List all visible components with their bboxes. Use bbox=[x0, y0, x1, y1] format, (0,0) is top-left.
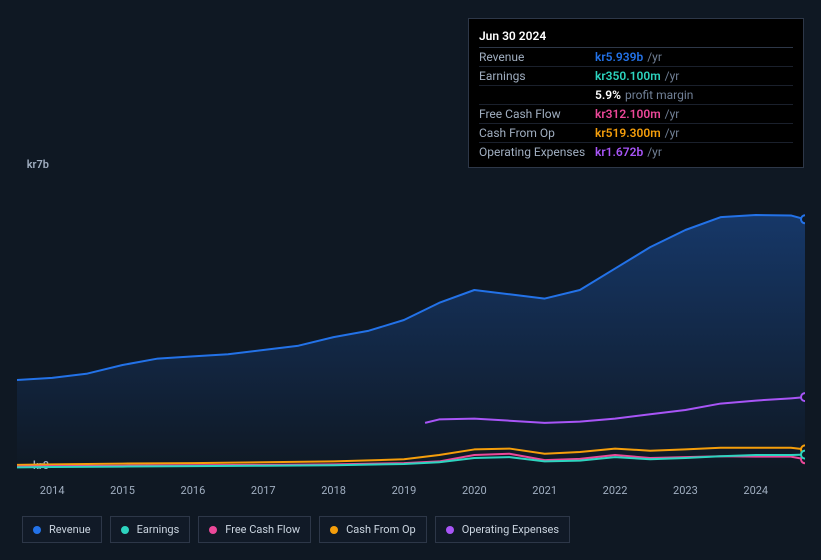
x-tick: 2014 bbox=[40, 484, 65, 497]
x-tick: 2018 bbox=[321, 484, 346, 497]
legend-item-earnings[interactable]: Earnings bbox=[110, 516, 191, 543]
tooltip-row-value: kr350.100m bbox=[595, 69, 661, 83]
x-tick: 2017 bbox=[251, 484, 276, 497]
legend-dot-icon bbox=[209, 526, 217, 534]
legend-dot-icon bbox=[330, 526, 338, 534]
legend-item-free-cash-flow[interactable]: Free Cash Flow bbox=[198, 516, 311, 543]
x-tick: 2021 bbox=[532, 484, 557, 497]
tooltip-row-value: 5.9% bbox=[595, 88, 621, 102]
x-tick: 2016 bbox=[181, 484, 206, 497]
tooltip-row-label: Free Cash Flow bbox=[479, 107, 595, 121]
chart-plot[interactable] bbox=[17, 170, 805, 470]
legend-label: Operating Expenses bbox=[462, 523, 559, 536]
endpoint-earnings bbox=[801, 451, 805, 459]
x-axis: 2014 2015 2016 2017 2018 2019 2020 2021 2022 2023… bbox=[17, 480, 805, 500]
legend-label: Revenue bbox=[49, 523, 91, 536]
x-tick: 2022 bbox=[603, 484, 628, 497]
tooltip-row: Free Cash Flowkr312.100m/yr bbox=[479, 105, 793, 124]
legend-dot-icon bbox=[446, 526, 454, 534]
tooltip-row: Operating Expenseskr1.672b/yr bbox=[479, 143, 793, 161]
tooltip-row-unit: /yr bbox=[647, 145, 662, 159]
endpoint-revenue bbox=[801, 215, 805, 223]
tooltip-row-label: Earnings bbox=[479, 69, 595, 83]
x-tick: 2023 bbox=[673, 484, 698, 497]
legend-item-cash-from-op[interactable]: Cash From Op bbox=[319, 516, 427, 543]
tooltip-row-label: Operating Expenses bbox=[479, 145, 595, 159]
tooltip-row: Earningskr350.100m/yr bbox=[479, 67, 793, 86]
tooltip-row-label: Cash From Op bbox=[479, 126, 595, 140]
tooltip-row-unit: /yr bbox=[665, 126, 680, 140]
x-tick: 2015 bbox=[110, 484, 135, 497]
tooltip-row-label bbox=[479, 88, 595, 102]
x-tick: 2020 bbox=[462, 484, 487, 497]
legend-label: Earnings bbox=[137, 523, 180, 536]
legend-item-revenue[interactable]: Revenue bbox=[22, 516, 102, 543]
tooltip-row-value: kr519.300m bbox=[595, 126, 661, 140]
chart-area: kr7b kr0 bbox=[17, 158, 805, 488]
area-revenue bbox=[17, 215, 805, 470]
tooltip-title: Jun 30 2024 bbox=[479, 25, 793, 48]
legend-item-operating-expenses[interactable]: Operating Expenses bbox=[435, 516, 570, 543]
tooltip-row-value: kr1.672b bbox=[595, 145, 643, 159]
legend-dot-icon bbox=[121, 526, 129, 534]
endpoint-operating-expenses bbox=[801, 393, 805, 401]
legend-label: Free Cash Flow bbox=[225, 523, 300, 536]
tooltip-row: Cash From Opkr519.300m/yr bbox=[479, 124, 793, 143]
tooltip-row: Revenuekr5.939b/yr bbox=[479, 48, 793, 67]
tooltip-row-unit: /yr bbox=[665, 107, 680, 121]
tooltip-row-label: Revenue bbox=[479, 50, 595, 64]
x-tick: 2024 bbox=[743, 484, 768, 497]
chart-tooltip: Jun 30 2024 Revenuekr5.939b/yrEarningskr… bbox=[468, 18, 804, 168]
tooltip-row-unit: /yr bbox=[665, 69, 680, 83]
legend-dot-icon bbox=[33, 526, 41, 534]
tooltip-row: 5.9% profit margin bbox=[479, 86, 793, 105]
tooltip-row-value: kr5.939b bbox=[595, 50, 643, 64]
x-tick: 2019 bbox=[392, 484, 417, 497]
tooltip-row-value: kr312.100m bbox=[595, 107, 661, 121]
legend-label: Cash From Op bbox=[346, 523, 416, 536]
tooltip-row-unit: /yr bbox=[647, 50, 662, 64]
chart-legend: Revenue Earnings Free Cash Flow Cash From O… bbox=[22, 516, 570, 543]
tooltip-row-unit: profit margin bbox=[625, 88, 693, 102]
